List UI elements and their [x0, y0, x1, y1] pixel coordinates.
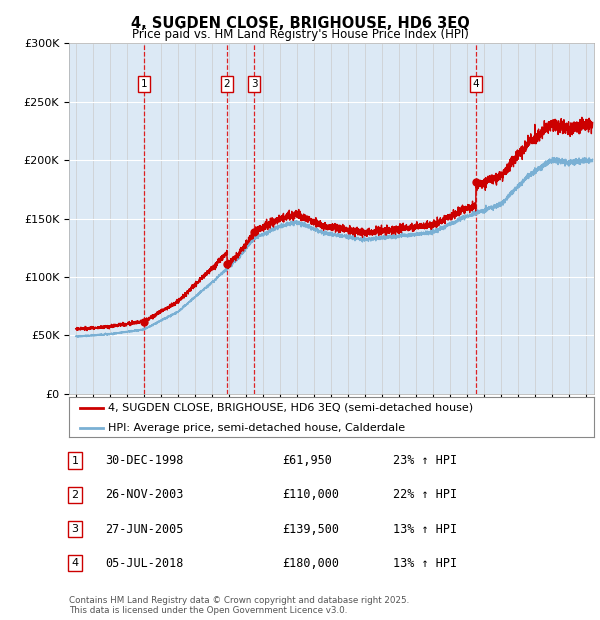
- Text: 30-DEC-1998: 30-DEC-1998: [105, 454, 184, 467]
- Text: £139,500: £139,500: [282, 523, 339, 536]
- Text: 23% ↑ HPI: 23% ↑ HPI: [393, 454, 457, 467]
- Text: 22% ↑ HPI: 22% ↑ HPI: [393, 489, 457, 502]
- Text: £110,000: £110,000: [282, 489, 339, 502]
- Text: 4, SUGDEN CLOSE, BRIGHOUSE, HD6 3EQ (semi-detached house): 4, SUGDEN CLOSE, BRIGHOUSE, HD6 3EQ (sem…: [109, 402, 473, 413]
- Text: 3: 3: [251, 79, 257, 89]
- Text: 13% ↑ HPI: 13% ↑ HPI: [393, 557, 457, 570]
- Text: £180,000: £180,000: [282, 557, 339, 570]
- Text: £61,950: £61,950: [282, 454, 332, 467]
- Text: 1: 1: [140, 79, 147, 89]
- Text: 2: 2: [224, 79, 230, 89]
- Text: 4: 4: [473, 79, 479, 89]
- Text: HPI: Average price, semi-detached house, Calderdale: HPI: Average price, semi-detached house,…: [109, 423, 406, 433]
- Text: 13% ↑ HPI: 13% ↑ HPI: [393, 523, 457, 536]
- Text: 27-JUN-2005: 27-JUN-2005: [105, 523, 184, 536]
- Text: 3: 3: [71, 524, 79, 534]
- Text: 4, SUGDEN CLOSE, BRIGHOUSE, HD6 3EQ: 4, SUGDEN CLOSE, BRIGHOUSE, HD6 3EQ: [131, 16, 469, 30]
- Text: 26-NOV-2003: 26-NOV-2003: [105, 489, 184, 502]
- Text: 05-JUL-2018: 05-JUL-2018: [105, 557, 184, 570]
- Text: 4: 4: [71, 558, 79, 568]
- Text: 1: 1: [71, 456, 79, 466]
- Text: Contains HM Land Registry data © Crown copyright and database right 2025.
This d: Contains HM Land Registry data © Crown c…: [69, 596, 409, 615]
- Text: Price paid vs. HM Land Registry's House Price Index (HPI): Price paid vs. HM Land Registry's House …: [131, 28, 469, 41]
- Text: 2: 2: [71, 490, 79, 500]
